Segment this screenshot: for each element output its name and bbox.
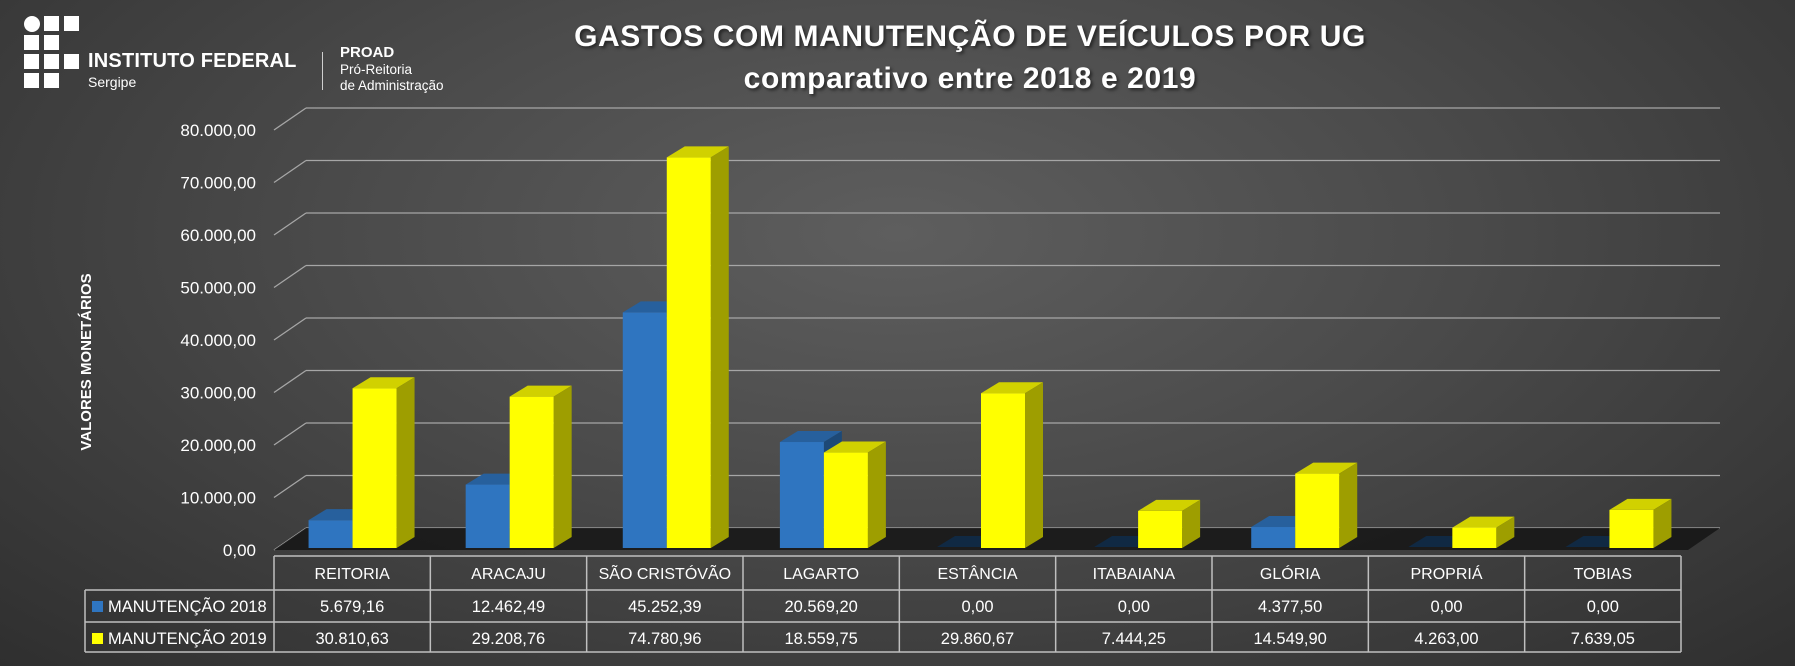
legend-swatch	[92, 601, 103, 612]
data-label: 7.444,25	[1102, 630, 1166, 648]
gridline-slant	[273, 317, 307, 341]
y-tick-label: 10.000,00	[180, 489, 256, 508]
logo-grid-icon	[24, 16, 80, 88]
bar	[352, 388, 397, 548]
bar-top	[509, 385, 572, 397]
bar-top	[1138, 499, 1201, 511]
bar	[622, 312, 667, 548]
bar	[308, 520, 353, 548]
category-label: SÃO CRISTÓVÃO	[599, 563, 731, 583]
y-tick-label: 50.000,00	[180, 279, 256, 298]
gridline-slant	[273, 264, 307, 289]
bar	[981, 393, 1025, 548]
data-label: 45.252,39	[628, 598, 701, 616]
institute-logo: INSTITUTO FEDERAL Sergipe PROAD Pró-Reit…	[24, 16, 464, 96]
data-label: 4.263,00	[1414, 630, 1478, 648]
y-tick-label: 0,00	[223, 541, 256, 560]
logo-unit-line1: Pró-Reitoria	[340, 62, 413, 77]
legend-swatch	[92, 633, 103, 644]
gridline-slant	[273, 474, 307, 499]
data-label: 29.208,76	[472, 630, 545, 648]
data-label: 0,00	[1118, 598, 1150, 616]
legend-label: MANUTENÇÃO 2018	[108, 596, 267, 616]
gridline-slant	[273, 212, 307, 236]
data-label: 30.810,63	[315, 630, 388, 648]
y-tick-label: 20.000,00	[180, 436, 256, 455]
bar	[1251, 527, 1296, 548]
bar-side	[1339, 462, 1358, 548]
bar-top	[823, 441, 886, 453]
logo-unit-line2: de Administração	[340, 78, 444, 93]
y-tick-label: 80.000,00	[180, 121, 256, 140]
category-label: ESTÂNCIA	[937, 564, 1017, 583]
gridline-slant	[273, 369, 307, 394]
data-label: 14.549,90	[1253, 630, 1326, 648]
logo-divider	[322, 52, 323, 90]
data-label: 4.377,50	[1258, 598, 1322, 616]
data-label: 0,00	[1430, 598, 1462, 616]
bar-top	[352, 377, 415, 389]
bar-side	[710, 146, 729, 548]
bar-side	[1025, 382, 1043, 548]
category-label: PROPRIÁ	[1410, 564, 1482, 583]
y-tick-label: 30.000,00	[180, 384, 256, 403]
data-label: 74.780,96	[628, 630, 701, 648]
data-label: 20.569,20	[784, 598, 857, 616]
bar-top	[1609, 498, 1672, 510]
bar	[779, 442, 824, 548]
bar-top	[981, 382, 1043, 394]
y-tick-label: 40.000,00	[180, 331, 256, 350]
bar-side	[1496, 516, 1515, 548]
gridline-slant	[273, 159, 307, 184]
bar-top	[779, 431, 842, 443]
category-label: ARACAJU	[471, 566, 546, 583]
bar	[465, 484, 510, 548]
logo-org-sub: Sergipe	[88, 74, 137, 90]
bar	[1452, 527, 1497, 548]
logo-org-name: INSTITUTO FEDERAL	[88, 50, 297, 72]
gridline-slant	[273, 107, 307, 131]
chart-subtitle: comparativo entre 2018 e 2019	[743, 62, 1197, 95]
bar	[666, 157, 711, 548]
category-label: GLÓRIA	[1260, 564, 1321, 583]
y-tick-label: 60.000,00	[180, 226, 256, 245]
data-label: 5.679,16	[320, 598, 384, 616]
category-label: REITORIA	[315, 566, 391, 583]
bar	[823, 452, 868, 548]
bar	[509, 396, 554, 548]
bar-side	[867, 441, 886, 548]
category-label: TOBIAS	[1574, 566, 1632, 583]
bar-side	[553, 385, 572, 548]
legend-label: MANUTENÇÃO 2019	[108, 628, 267, 648]
bar	[1609, 509, 1654, 548]
data-label: 29.860,67	[941, 630, 1014, 648]
bar-side	[396, 377, 415, 548]
logo-unit: PROAD	[340, 44, 395, 61]
category-label: ITABAIANA	[1093, 566, 1176, 583]
chart-title: GASTOS COM MANUTENÇÃO DE VEÍCULOS POR UG	[574, 20, 1366, 53]
bar-top	[1452, 516, 1515, 528]
data-label: 18.559,75	[784, 630, 857, 648]
data-label: 12.462,49	[472, 598, 545, 616]
bar-top	[1295, 462, 1358, 474]
bar	[1295, 473, 1340, 548]
data-label: 0,00	[1587, 598, 1619, 616]
data-label: 7.639,05	[1571, 630, 1635, 648]
y-axis-label: VALORES MONETÁRIOS	[78, 273, 95, 450]
gridline-slant	[273, 422, 307, 446]
y-tick-label: 70.000,00	[180, 174, 256, 193]
bar-side	[1653, 498, 1672, 548]
bar	[1138, 510, 1183, 548]
data-label: 0,00	[961, 598, 993, 616]
bar-side	[1182, 499, 1201, 548]
category-label: LAGARTO	[783, 566, 859, 583]
bar-top	[666, 146, 729, 158]
